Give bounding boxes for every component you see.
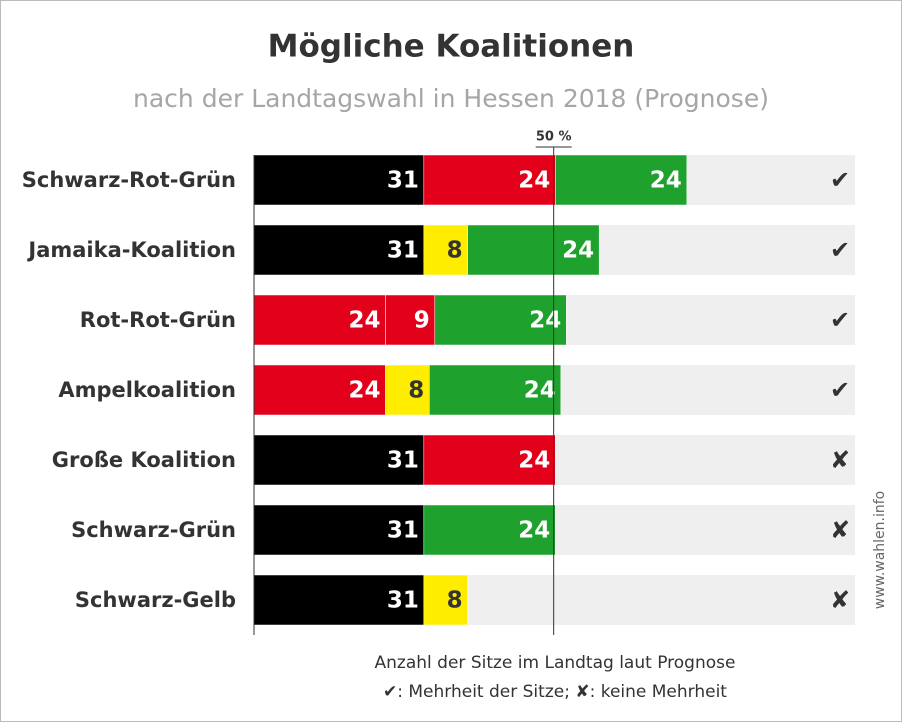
status-icon: ✔ [830,376,850,404]
bar-segment [423,224,468,276]
bar-segment [467,224,600,276]
bar-segment [253,294,386,346]
value-label: 31 [387,168,419,194]
bar-segment [555,154,688,206]
source: www.wahlen.info [872,491,888,610]
category-label: Große Koalition [52,448,236,472]
status-icon: ✔ [830,306,850,334]
value-label: 24 [518,518,550,544]
value-label: 8 [408,378,424,404]
category-label: Rot-Rot-Grün [80,308,236,332]
legend-text: ✔: Mehrheit der Sitze; ✘: keine Mehrheit [383,682,727,702]
bar-segment [423,504,556,556]
bar-segment [253,364,386,416]
value-label: 31 [387,238,419,264]
value-label: 24 [348,308,380,334]
note: Anzahl der Sitze im Landtag laut Prognos… [375,653,736,673]
bar-segment [385,294,436,346]
bar-segment [423,154,556,206]
status-icon: ✘ [830,586,850,614]
bar-segment [423,434,556,486]
category-label: Schwarz-Rot-Grün [22,168,236,192]
chart-subtitle: nach der Landtagswahl in Hessen 2018 (Pr… [133,84,769,113]
bar-segment [385,364,430,416]
bar-segment [423,574,468,626]
bar-segment [434,294,567,346]
value-label: 24 [518,168,550,194]
bar-segment [253,574,425,626]
bar-segment [429,364,562,416]
value-label: 8 [447,588,463,614]
bar-segment [253,224,425,276]
category-label: Schwarz-Gelb [75,588,236,612]
status-icon: ✔ [830,166,850,194]
category-label: Ampelkoalition [58,378,236,402]
status-icon: ✔ [830,236,850,264]
value-label: 9 [414,308,430,334]
bar-segment [253,504,425,556]
value-label: 24 [518,448,550,474]
value-label: 24 [650,168,682,194]
value-label: 24 [348,378,380,404]
value-label: 31 [387,518,419,544]
bar-segment [253,154,425,206]
value-label: 24 [562,238,594,264]
chart-title: Mögliche Koalitionen [268,29,635,65]
value-label: 8 [447,238,463,264]
status-icon: ✘ [830,446,850,474]
value-label: 24 [529,308,561,334]
value-label: 31 [387,448,419,474]
value-label: 24 [524,378,556,404]
category-label: Schwarz-Grün [71,518,236,542]
category-label: Jamaika-Koalition [26,238,236,262]
status-icon: ✘ [830,516,850,544]
value-label: 31 [387,588,419,614]
majority-label: 50 % [536,130,572,145]
